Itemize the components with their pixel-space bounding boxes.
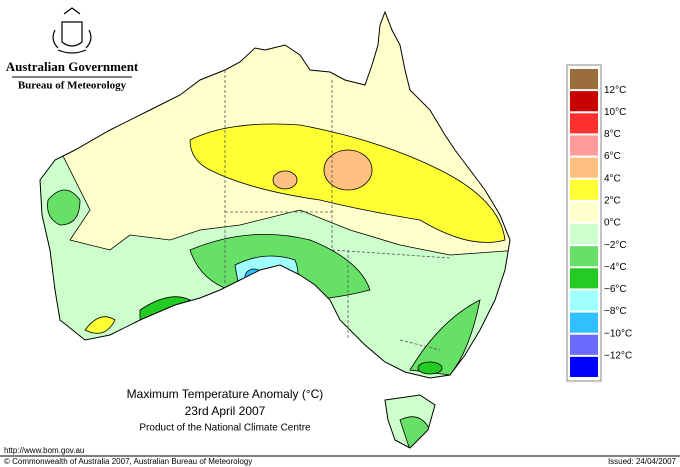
legend-swatch — [570, 312, 598, 333]
map-product: Product of the National Climate Centre — [139, 423, 311, 434]
legend-label: 4°C — [604, 173, 621, 184]
legend-swatch — [570, 91, 598, 112]
state-borders — [224, 70, 451, 351]
legend-swatch — [570, 356, 598, 377]
crest — [52, 7, 92, 54]
copyright: © Commonwealth of Australia 2007, Austra… — [4, 457, 252, 466]
legend-label: −4°C — [604, 262, 627, 273]
legend-swatch — [570, 334, 598, 355]
legend-label: 0°C — [604, 218, 621, 229]
legend-frame — [566, 64, 602, 382]
legend-label: 8°C — [604, 129, 621, 140]
legend-label: −2°C — [604, 240, 627, 251]
legend-swatch — [570, 157, 598, 178]
legend: 12°C 10°C 8°C 6°C 4°C 2°C 0°C −2°C −4°C −6°C −8°C −… — [566, 64, 632, 382]
legend-swatch — [570, 290, 598, 311]
issued-date: Issued: 24/04/2007 — [608, 457, 677, 466]
legend-swatch — [570, 224, 598, 245]
agency-name: Australian Government — [6, 59, 139, 74]
legend-label: 2°C — [604, 195, 621, 206]
legend-swatch — [570, 113, 598, 134]
legend-label: −10°C — [604, 328, 632, 339]
legend-label: 6°C — [604, 151, 621, 162]
legend-swatch — [570, 135, 598, 156]
legend-label: 10°C — [604, 107, 626, 118]
legend-swatch — [570, 179, 598, 200]
legend-swatch — [570, 246, 598, 267]
legend-label: −12°C — [604, 350, 632, 361]
legend-label: −8°C — [604, 306, 627, 317]
legend-label: 12°C — [604, 85, 626, 96]
legend-label: −6°C — [604, 284, 627, 295]
url[interactable]: http://www.bom.gov.au — [4, 446, 84, 455]
map-date: 23rd April 2007 — [185, 404, 266, 418]
legend-swatch — [570, 268, 598, 289]
legend-swatch — [570, 69, 598, 90]
bureau-name: Bureau of Meteorology — [18, 80, 127, 92]
legend-swatch — [570, 201, 598, 222]
map-title: Maximum Temperature Anomaly (°C) — [127, 387, 324, 401]
